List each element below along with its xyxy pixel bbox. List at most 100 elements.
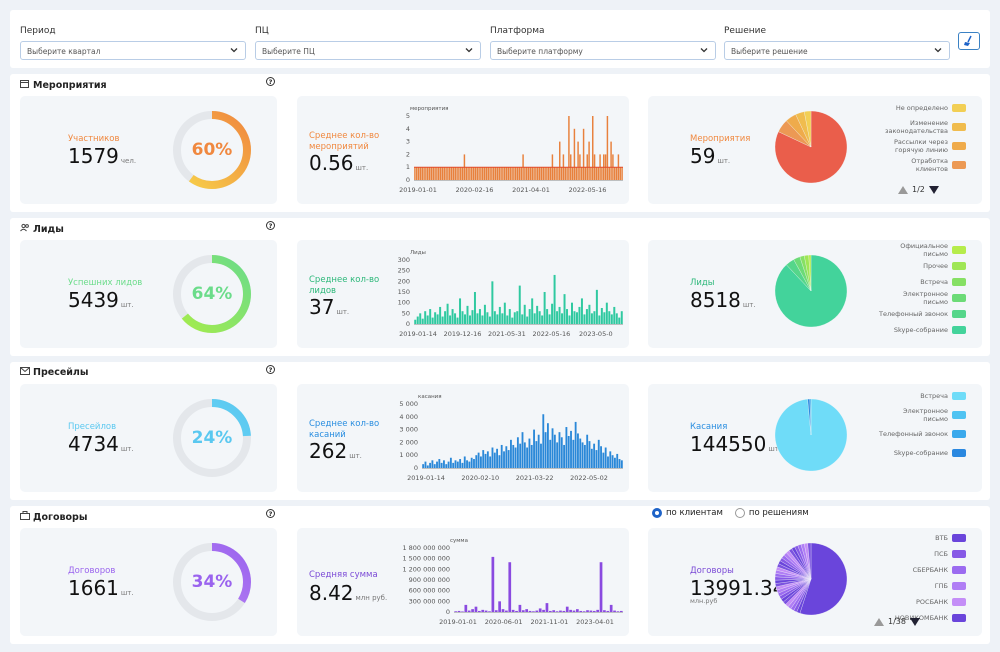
page-up-icon[interactable] <box>874 617 884 626</box>
chart-bar <box>620 460 623 468</box>
legend-item[interactable]: Отработка клиентов <box>856 155 966 174</box>
y-axis-title: сумма <box>450 538 468 544</box>
radio-by-solutions[interactable]: по решениям <box>734 508 809 518</box>
legend-item[interactable]: ПСБ <box>856 546 966 562</box>
legend-item[interactable]: Встреча <box>856 386 966 405</box>
kpi-card: Пресейлов 4734 шт. 24% <box>20 384 277 492</box>
chart-bar <box>494 610 498 612</box>
pc-select[interactable]: Выберите ПЦ <box>255 41 481 60</box>
help-icon[interactable]: ? <box>266 509 275 518</box>
legend-item[interactable]: РОСБАНК <box>856 594 966 610</box>
chart-bar <box>526 167 528 180</box>
kpi-number: 1579 <box>68 144 119 168</box>
solution-select[interactable]: Выберите решение <box>724 41 950 60</box>
chart-bar <box>544 432 547 468</box>
contracts-grouping-toggle: по клиентам по решениям <box>652 508 809 518</box>
chart-bar <box>452 462 455 468</box>
legend-item[interactable]: Skype-собрание <box>856 322 966 338</box>
x-tick-label: 2021-11-01 <box>530 618 568 626</box>
average-number: 8.42 <box>309 581 354 605</box>
chart-bar <box>575 167 577 180</box>
kpi-number: 5439 <box>68 288 119 312</box>
radio-indicator <box>734 508 745 518</box>
chart-bar <box>444 311 447 324</box>
chart-bar <box>511 609 515 612</box>
chart-bar <box>611 455 614 468</box>
average-unit: шт. <box>349 452 362 460</box>
kpi-label: Пресейлов <box>68 422 117 432</box>
legend-swatch <box>952 310 966 318</box>
chart-bar <box>537 167 539 180</box>
kpi-unit: шт. <box>120 301 134 309</box>
legend-item[interactable]: СБЕРБАНК <box>856 562 966 578</box>
chart-bar <box>461 167 464 180</box>
breakdown-number: 8518 <box>690 288 741 312</box>
legend-item[interactable]: Встреча <box>856 274 966 290</box>
average-value: 8.42 млн руб. <box>309 581 387 605</box>
chart-bar <box>513 312 516 324</box>
chart-bar <box>588 441 591 468</box>
chart-bar <box>518 285 521 324</box>
chart-bar <box>558 432 561 468</box>
section-title-text: Мероприятия <box>33 80 107 91</box>
radio-label: по клиентам <box>666 508 723 518</box>
page-down-icon[interactable] <box>909 617 920 626</box>
chart-bar <box>601 167 603 180</box>
chart-bar <box>473 459 475 468</box>
kpi-label: Договоров <box>68 566 116 576</box>
filter-label: Решение <box>724 26 767 36</box>
period-select[interactable]: Выберите квартал <box>20 41 246 60</box>
chart-bar <box>500 167 502 180</box>
legend-item[interactable]: НОВИКОМБАНК <box>856 610 966 626</box>
legend-item[interactable]: ГПБ <box>856 578 966 594</box>
clear-filters-button[interactable] <box>958 32 980 50</box>
chart-bar <box>602 452 605 468</box>
donut-container: 24% <box>170 396 254 480</box>
chart-bar <box>485 167 488 180</box>
chart-bar <box>438 459 441 468</box>
breakdown-number: 13991.34 <box>690 576 786 600</box>
platform-select[interactable]: Выберите платформу <box>490 41 716 60</box>
legend-item[interactable]: ВТБ <box>856 530 966 546</box>
filter-platform: Платформа Выберите платформу <box>490 26 716 60</box>
pie-legend: ВТБ ПСБ СБЕРБАНК ГПБ РОСБАНК НОВИКОМБАНК <box>856 530 966 626</box>
radio-by-clients[interactable]: по клиентам <box>652 508 723 518</box>
legend-item[interactable]: Официальное письмо <box>856 242 966 258</box>
legend-item[interactable]: Прочее <box>856 258 966 274</box>
chart-bar <box>474 606 478 612</box>
legend-item[interactable]: Телефонный звонок <box>856 424 966 443</box>
help-icon[interactable]: ? <box>266 365 275 374</box>
page-down-icon[interactable] <box>928 185 939 194</box>
chart-bar <box>416 316 419 324</box>
average-unit: шт. <box>355 164 369 172</box>
chart-bar <box>483 304 486 324</box>
chart-bar <box>503 302 506 324</box>
chart-bar <box>440 462 443 468</box>
help-icon[interactable]: ? <box>266 77 275 86</box>
legend-item[interactable]: Изменение законодательства <box>856 117 966 136</box>
legend-item[interactable]: Skype-собрание <box>856 443 966 462</box>
chart-bar <box>432 167 434 180</box>
average-card: Средняя сумма 8.42 млн руб. сумма 0 300 000 0… <box>297 528 629 636</box>
chart-bar <box>431 460 434 468</box>
legend-item[interactable]: Не определено <box>856 98 966 117</box>
chart-bar <box>555 167 557 180</box>
kpi-value: 1579 чел. <box>68 144 136 168</box>
chart-bar <box>570 302 573 324</box>
x-tick-label: 2019-01-01 <box>439 618 477 626</box>
y-axis-title: мероприятия <box>410 106 448 112</box>
legend-item[interactable]: Рассылки через горячую линию <box>856 136 966 155</box>
chart-bar <box>481 315 484 324</box>
help-icon[interactable]: ? <box>266 221 275 230</box>
legend-item[interactable]: Электронное письмо <box>856 290 966 306</box>
chart-bar <box>549 167 552 180</box>
legend-item[interactable]: Электронное письмо <box>856 405 966 424</box>
chart-bar <box>597 167 599 180</box>
chart-bar <box>505 610 508 612</box>
legend-item[interactable]: Телефонный звонок <box>856 306 966 322</box>
legend-label: Официальное письмо <box>900 242 948 258</box>
chart-bar <box>463 456 466 468</box>
x-tick-label: 2020-02-10 <box>461 474 499 482</box>
chart-bar <box>510 439 512 468</box>
page-up-icon[interactable] <box>898 185 908 194</box>
